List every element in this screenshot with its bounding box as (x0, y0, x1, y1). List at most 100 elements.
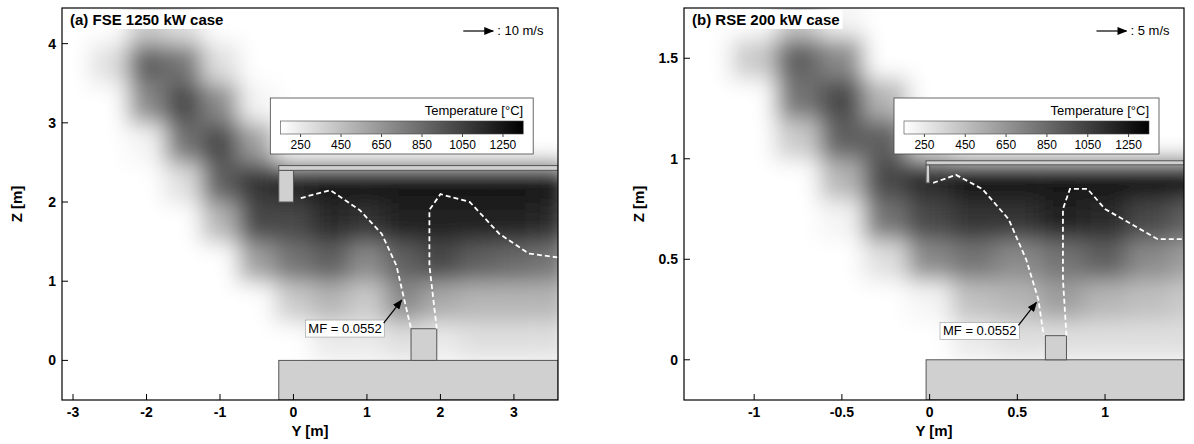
temperature-cell (952, 8, 996, 39)
temperature-cell (422, 202, 459, 242)
panel: -1-0.500.5100.511.5Y [m]Z [m](b) RSE 200… (630, 0, 1194, 439)
x-tick-label: 1 (1101, 404, 1109, 420)
temperature-cell (128, 321, 165, 361)
temperature-cell (908, 239, 952, 280)
x-axis-title: Y [m] (915, 422, 952, 439)
temperature-cell (864, 199, 908, 240)
temperature-cell (202, 83, 239, 123)
y-tick-label: 0.5 (659, 251, 679, 267)
title-bg (67, 10, 226, 29)
solid-wall (1045, 336, 1066, 360)
temperature-cell (238, 242, 275, 282)
x-tick-label: 0 (926, 404, 934, 420)
temperature-cell (1127, 8, 1171, 39)
temperature-cell (202, 321, 239, 361)
temperature-cell (349, 202, 386, 242)
temperature-cell (128, 83, 165, 123)
temperature-cell (238, 281, 275, 321)
temperature-cell (202, 360, 239, 400)
annotation: MF = 0.0552 (305, 300, 401, 337)
temperature-cell (459, 321, 496, 361)
temperature-cell (238, 202, 275, 242)
annotation: MF = 0.0552 (940, 302, 1036, 339)
temperature-cell (688, 360, 732, 400)
temperature-cell (1083, 38, 1127, 79)
y-tick-label: 0 (48, 352, 56, 368)
temperature-cell (349, 8, 386, 44)
temperature-cell (312, 8, 349, 44)
title-group: (b) RSE 200 kW case (689, 10, 843, 29)
temperature-cell (165, 321, 202, 361)
reference-bg (459, 21, 548, 40)
colorbar-bar (280, 121, 523, 134)
temperature-cell (532, 281, 558, 321)
colorbar-tick-label: 1250 (490, 138, 517, 152)
temperature-cell (62, 83, 92, 123)
panel: -3-2-1012301234Y [m]Z [m](a) FSE 1250 kW… (8, 4, 570, 439)
y-tick (684, 259, 690, 260)
colorbar-tick (502, 134, 503, 137)
temperature-cell (776, 78, 820, 119)
temperature-cell (202, 162, 239, 202)
temperature-cell (995, 279, 1039, 320)
temperature-cell (776, 360, 820, 400)
solid-wall (926, 165, 930, 183)
y-tick (62, 202, 68, 203)
y-tick (62, 360, 68, 361)
y-tick-label: 0 (670, 352, 678, 368)
colorbar-tick (1006, 134, 1007, 137)
x-tick-label: -1 (214, 404, 227, 420)
annotation-bg (940, 322, 1019, 339)
temperature-cell (275, 281, 312, 321)
temperature-cell (62, 321, 92, 361)
reference-vector: : 10 m/s (459, 21, 548, 40)
y-tick (62, 281, 68, 282)
temperature-cell (202, 123, 239, 163)
temperature-cell (1039, 38, 1083, 79)
temperature-cell (128, 44, 165, 84)
y-tick (684, 359, 690, 360)
temperature-cell (1127, 239, 1171, 280)
x-tick-label: -2 (140, 404, 153, 420)
reference-vector: : 5 m/s (1092, 21, 1174, 40)
colorbar-tick (924, 134, 925, 137)
temperature-cell (238, 162, 275, 202)
x-tick-label: -1 (748, 404, 761, 420)
temperature-cell (995, 239, 1039, 280)
temperature-cell (62, 123, 92, 163)
temperature-cell (349, 44, 386, 84)
temperature-cell (165, 242, 202, 282)
temperature-cell (496, 202, 533, 242)
y-tick-label: 4 (48, 36, 56, 52)
colorbar-tick-label: 850 (1037, 138, 1057, 152)
temperature-cell (275, 202, 312, 242)
temperature-cell (91, 44, 128, 84)
temperature-cell (532, 44, 558, 84)
temperature-cell (91, 123, 128, 163)
temperature-cell (1171, 239, 1184, 280)
colorbar-tick (462, 134, 463, 137)
colorbar-tick (341, 134, 342, 137)
temperature-cell (1083, 279, 1127, 320)
temperature-cell (312, 44, 349, 84)
solid-wall (411, 329, 437, 361)
temperature-cell (238, 8, 275, 44)
colorbar-tick-label: 1250 (1115, 138, 1142, 152)
y-tick-label: 3 (48, 115, 56, 131)
temperature-cell (688, 279, 732, 320)
temperature-cell (422, 242, 459, 282)
temperature-cell (820, 119, 864, 160)
temperature-cell (688, 119, 732, 160)
temperature-cell (459, 242, 496, 282)
temperature-cell (62, 242, 92, 282)
temperature-cell (776, 38, 820, 79)
reference-bg (1092, 21, 1174, 40)
y-tick-label: 1 (48, 273, 56, 289)
temperature-cell (952, 279, 996, 320)
temperature-cell (908, 8, 952, 39)
temperature-cell (91, 242, 128, 282)
x-tick (513, 394, 514, 400)
x-tick-label: 0.5 (1008, 404, 1028, 420)
temperature-cell (732, 360, 776, 400)
x-axis-title: Y [m] (291, 422, 328, 439)
